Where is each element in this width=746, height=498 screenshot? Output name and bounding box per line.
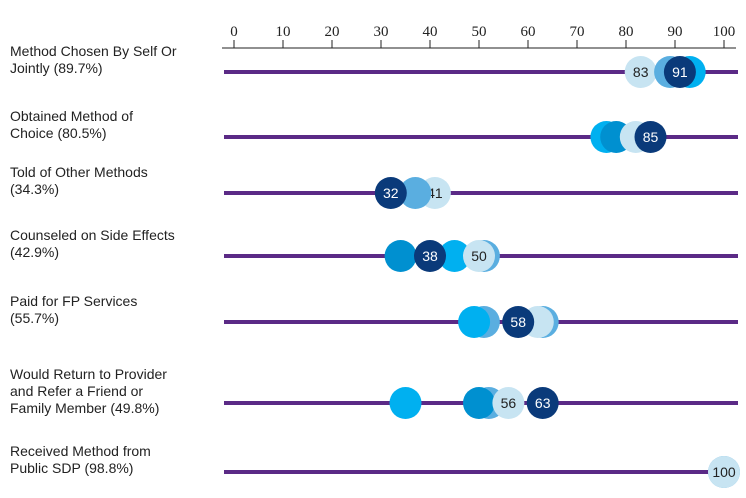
dot [463, 387, 495, 419]
dot-label: 41 [427, 185, 443, 201]
dot [492, 387, 525, 419]
x-tick-label: 10 [276, 24, 291, 40]
dot [526, 387, 559, 419]
dot-label: 83 [633, 64, 649, 80]
row-label: Method Chosen By Self Or [10, 43, 177, 59]
dot [458, 306, 491, 338]
dot [384, 240, 417, 272]
row-label: and Refer a Friend or [10, 383, 143, 399]
row-label: Family Member (49.8%) [10, 400, 159, 416]
dot-label: 32 [383, 185, 399, 201]
dot-label: 58 [510, 314, 526, 330]
x-tick-label: 0 [230, 24, 238, 40]
row-label: Would Return to Provider [10, 366, 167, 382]
dot-label: 85 [643, 129, 659, 145]
dot [463, 240, 495, 272]
x-tick-label: 90 [668, 24, 683, 40]
row-label: Told of Other Methods [10, 164, 148, 180]
dot [374, 177, 407, 209]
dot-label: 63 [535, 395, 551, 411]
dot [399, 177, 432, 209]
dot [708, 456, 740, 488]
dot-label: 38 [422, 248, 438, 264]
dot [438, 240, 471, 272]
dot-label: 91 [672, 64, 688, 80]
row-label: Paid for FP Services [10, 293, 137, 309]
row-label: (55.7%) [10, 310, 59, 326]
dot-label: 56 [501, 395, 517, 411]
x-tick-label: 100 [713, 24, 736, 40]
row-label: Received Method from [10, 443, 151, 459]
row-label: Counseled on Side Effects [10, 227, 175, 243]
row-label: Obtained Method of [10, 108, 133, 124]
row-label: (34.3%) [10, 181, 59, 197]
x-tick-label: 30 [374, 24, 389, 40]
row-label: Jointly (89.7%) [10, 60, 103, 76]
dot [663, 56, 696, 88]
row-label: (42.9%) [10, 244, 59, 260]
row-label: Public SDP (98.8%) [10, 460, 133, 476]
dot-label: 50 [471, 248, 487, 264]
x-tick-label: 50 [472, 24, 487, 40]
dot [389, 387, 422, 419]
dot [502, 306, 535, 338]
x-tick-label: 70 [570, 24, 585, 40]
row-label: Choice (80.5%) [10, 125, 107, 141]
x-tick-label: 40 [423, 24, 438, 40]
dot [634, 121, 667, 153]
x-tick-label: 60 [521, 24, 536, 40]
dot [414, 240, 446, 272]
dot-label: 100 [712, 464, 736, 480]
x-tick-label: 80 [619, 24, 634, 40]
x-tick-label: 20 [325, 24, 340, 40]
dot [624, 56, 657, 88]
